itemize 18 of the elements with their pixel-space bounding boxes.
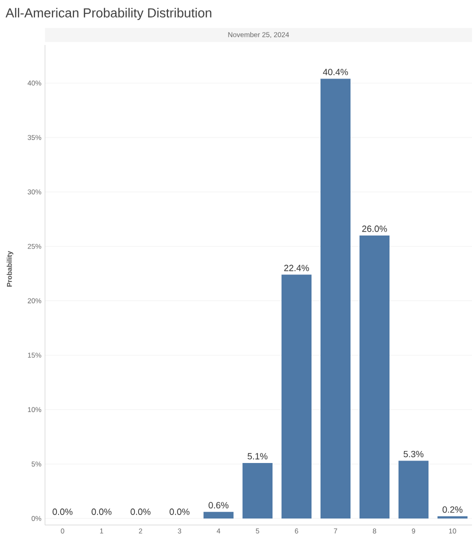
bar (398, 460, 429, 518)
data-label: 0.6% (208, 502, 228, 508)
bar (320, 78, 351, 518)
data-label: 26.0% (362, 226, 387, 232)
data-label: 40.4% (322, 68, 348, 76)
data-label: 0.0% (170, 508, 190, 515)
data-label: 0.0% (92, 508, 112, 515)
data-label: 5.3% (404, 450, 424, 458)
bar (204, 512, 234, 518)
data-label: 0.2% (442, 506, 462, 513)
data-label: 5.1% (248, 453, 268, 460)
data-label: 0.0% (52, 508, 72, 515)
data-label: 22.4% (284, 264, 309, 272)
bar (242, 462, 273, 518)
bar (360, 235, 390, 518)
chart-title: All-American Probability Distribution (6, 8, 212, 20)
data-label: 0.0% (130, 508, 150, 515)
bar (282, 274, 312, 518)
